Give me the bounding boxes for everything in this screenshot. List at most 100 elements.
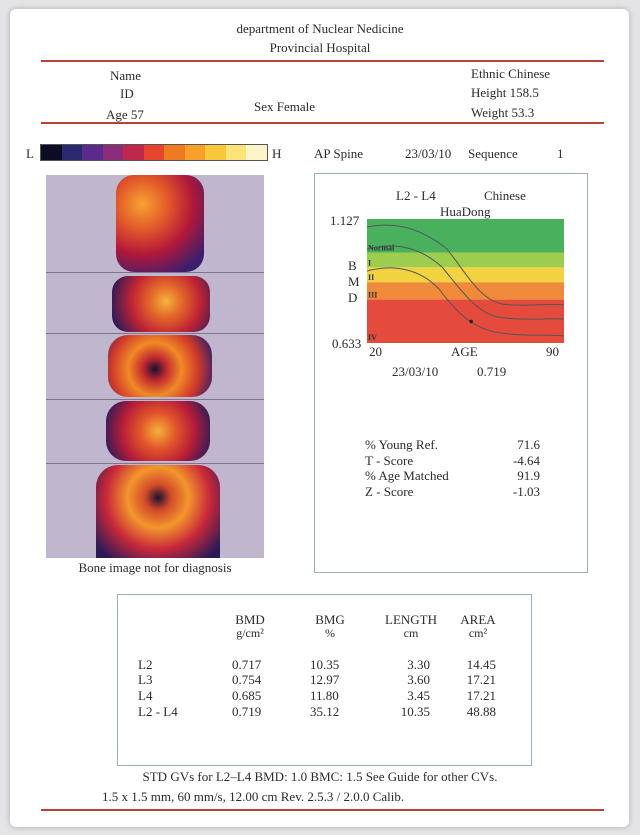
y-axis-letter: D (348, 290, 358, 305)
sequence-label: Sequence (468, 146, 518, 161)
weight-field: Weight 53.3 (471, 105, 535, 120)
cell-length: 10.35 (400, 704, 430, 719)
row-region: L4 (138, 688, 153, 703)
classification-band (367, 219, 564, 253)
scale-swatch (82, 145, 103, 160)
x-min-label: 20 (369, 344, 382, 359)
age-field: Age 57 (106, 107, 144, 122)
classification-band (367, 252, 564, 268)
cell-bmg: 11.80 (310, 688, 339, 703)
footer-line-2: 1.5 x 1.5 mm, 60 mm/s, 12.00 cm Rev. 2.5… (102, 789, 405, 804)
header-divider (41, 60, 604, 62)
band-label: IV (368, 333, 377, 342)
reference-mean-curve (367, 245, 564, 320)
hospital-title: Provincial Hospital (269, 40, 371, 55)
vertebra-l3 (108, 335, 212, 397)
x-max-label: 90 (546, 344, 559, 359)
cell-area: 17.21 (466, 672, 496, 687)
scale-swatch (246, 145, 268, 160)
scale-high-label: H (272, 146, 282, 161)
band-label: III (368, 291, 377, 300)
cell-area: 17.21 (466, 688, 496, 703)
row-region: L3 (138, 672, 153, 687)
classification-band (367, 267, 564, 283)
cell-bmd: 0.685 (232, 688, 262, 703)
scale-swatch (41, 145, 62, 160)
col-header: AREA (460, 612, 496, 627)
footer-divider (41, 809, 604, 811)
scale-swatch (123, 145, 144, 160)
scale-swatch (143, 145, 165, 160)
cell-bmd: 0.719 (232, 704, 262, 719)
row-region: L2 (138, 657, 153, 672)
chart-title: L2 - L4 (396, 188, 436, 203)
region-line (46, 333, 264, 334)
measure-date: 23/03/10 (392, 364, 439, 379)
bone-scan-image (46, 175, 264, 558)
score-value: -4.64 (512, 453, 540, 468)
sequence-number: 1 (557, 146, 564, 161)
band-label: II (368, 273, 374, 282)
scale-swatch (205, 145, 226, 160)
score-value: 91.9 (517, 468, 540, 483)
department-title: department of Nuclear Nedicine (236, 21, 404, 36)
scan-date: 23/03/10 (405, 146, 452, 161)
y-axis-letter: B (348, 258, 357, 273)
row-region: L2 - L4 (138, 704, 178, 719)
cell-length: 3.60 (407, 672, 430, 687)
id-label: ID (120, 86, 134, 101)
cell-bmg: 12.97 (310, 672, 340, 687)
cell-bmg: 10.35 (310, 657, 340, 672)
classification-band (367, 282, 564, 300)
footer-line-1: STD GVs for L2–L4 BMD: 1.0 BMC: 1.5 See … (142, 769, 498, 784)
name-label: Name (110, 68, 142, 83)
vertebra-l4 (106, 401, 210, 461)
cell-length: 3.30 (407, 657, 430, 672)
reference-lower-curve (367, 267, 564, 337)
col-header: BMD (235, 612, 265, 627)
score-label: % Age Matched (365, 468, 449, 483)
scale-swatch (184, 145, 206, 160)
cell-bmd: 0.717 (232, 657, 262, 672)
color-scale-bar (40, 144, 268, 161)
chart-reference-sub: HuaDong (440, 204, 491, 219)
scan-region: AP Spine (314, 146, 363, 161)
scale-swatch (164, 145, 185, 160)
patient-divider (41, 122, 604, 124)
col-header: BMG (315, 612, 345, 627)
y-max-label: 1.127 (330, 213, 360, 228)
cell-bmd: 0.754 (232, 672, 262, 687)
x-axis-label: AGE (451, 344, 478, 359)
measure-bmd: 0.719 (477, 364, 507, 379)
classification-band (367, 299, 564, 343)
scale-swatch (102, 145, 124, 160)
col-unit: cm² (468, 626, 488, 640)
score-value: -1.03 (512, 484, 540, 499)
score-label: % Young Ref. (365, 437, 438, 452)
scale-swatch (61, 145, 83, 160)
y-axis-letter: M (348, 274, 360, 289)
bone-image-caption: Bone image not for diagnosis (78, 560, 232, 575)
region-line (46, 399, 264, 400)
scale-swatch (225, 145, 247, 160)
region-line (46, 272, 264, 273)
col-unit: % (325, 626, 335, 640)
patient-bmd-point (469, 319, 473, 324)
band-label: Normal (368, 243, 395, 252)
col-header: LENGTH (385, 612, 437, 627)
reference-upper-curve (367, 224, 564, 306)
score-value: 71.6 (517, 437, 540, 452)
scale-low-label: L (26, 146, 34, 161)
score-label: Z - Score (365, 484, 414, 499)
sex-field: Sex Female (254, 99, 316, 114)
cell-bmg: 35.12 (310, 704, 340, 719)
height-field: Height 158.5 (471, 85, 539, 100)
vertebra-segment (96, 465, 220, 558)
col-unit: g/cm² (236, 626, 264, 640)
score-label: T - Score (365, 453, 414, 468)
col-unit: cm (403, 626, 419, 640)
vertebra-l2 (112, 276, 210, 332)
band-label: I (368, 258, 371, 267)
cell-area: 14.45 (466, 657, 496, 672)
ethnic-field: Ethnic Chinese (471, 66, 551, 81)
